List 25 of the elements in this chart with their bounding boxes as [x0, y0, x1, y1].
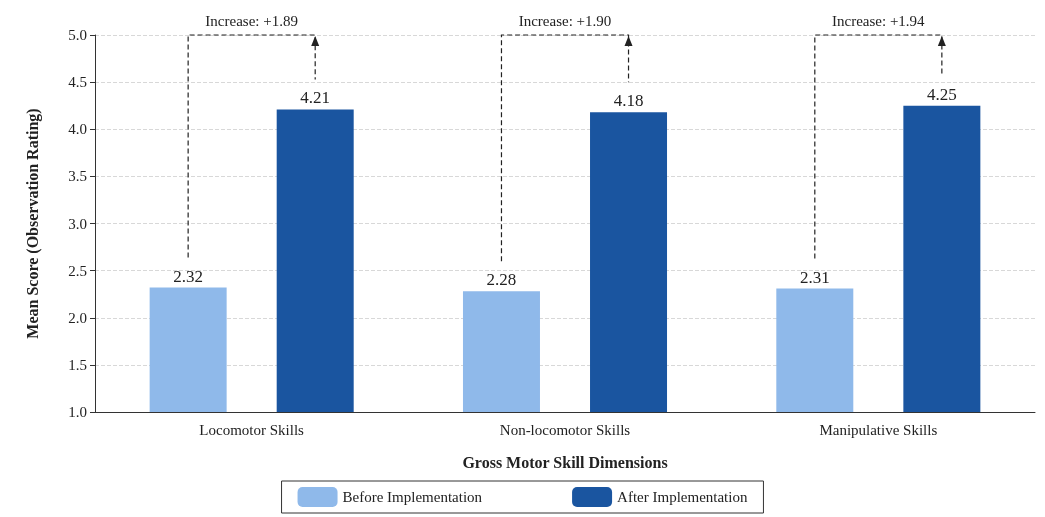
legend-label: Before Implementation — [342, 489, 483, 505]
y-tick-label: 2.0 — [68, 309, 87, 326]
y-tick-label: 5.0 — [68, 27, 87, 43]
data-label: 4.21 — [300, 88, 331, 108]
text: Increase: +1.89 — [205, 13, 298, 29]
data-label: 4.25 — [926, 84, 957, 104]
data-label: 2.28 — [486, 270, 517, 290]
y-tick-label: 4.5 — [68, 74, 87, 91]
x-tick-label: Non-locomotor Skills — [499, 421, 631, 438]
y-tick-label: 4.0 — [68, 121, 87, 138]
x-tick-label: Locomotor Skills — [199, 421, 305, 438]
data-label: 2.32 — [173, 266, 204, 286]
y-tick-label: 2.5 — [68, 262, 87, 279]
text: Increase: +1.94 — [832, 13, 926, 29]
legend-label: After Implementation — [617, 489, 748, 505]
y-tick-label: 1.0 — [68, 404, 87, 420]
data-label: 2.31 — [799, 267, 830, 287]
data-label: 4.18 — [613, 91, 644, 111]
y-tick-label: 3.5 — [68, 168, 87, 185]
x-axis-title: Gross Motor Skill Dimensions — [462, 453, 668, 471]
y-tick-label: 3.0 — [68, 215, 87, 232]
y-tick-label: 1.5 — [68, 356, 87, 373]
y-axis-title: Mean Score (Observation Rating) — [23, 108, 42, 339]
x-tick-label: Manipulative Skills — [819, 421, 938, 438]
text: Increase: +1.90 — [518, 13, 612, 29]
